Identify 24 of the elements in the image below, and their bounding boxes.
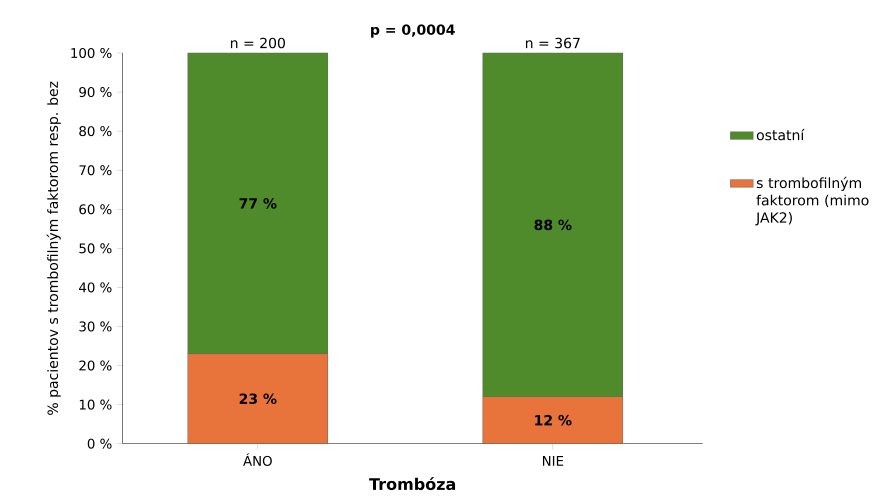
y-tick-label: 10 % <box>80 400 112 410</box>
data-label: 12 % <box>535 414 572 426</box>
y-tick-label: 20 % <box>79 360 112 371</box>
legend-label: ostatní <box>756 128 805 140</box>
legend-label: s trombofilným faktorom (mimo JAK2) <box>755 176 869 226</box>
y-tick-label: 70 % <box>79 165 112 176</box>
y-tick-label: 40 % <box>79 282 112 292</box>
data-label: 88 % <box>534 220 572 230</box>
y-tick-label: 50 % <box>79 243 112 254</box>
y-tick-label: 100 % <box>71 48 112 58</box>
y-tick-label: 30 % <box>79 321 112 332</box>
data-label: 23 % <box>240 393 277 404</box>
y-tick-label: 80 % <box>79 126 112 136</box>
y-tick-label: 90 % <box>79 87 112 98</box>
chart-title: p = 0,0004 <box>371 24 455 38</box>
data-label: 77 % <box>240 198 277 209</box>
x-tick-label: NIE <box>542 456 564 466</box>
y-axis-title: % pacientov s trombofilným faktorom resp. bez <box>46 82 61 415</box>
annotation: n = 200 <box>230 38 285 48</box>
x-tick-label: ÁNO <box>243 453 272 466</box>
annotation: n = 367 <box>526 38 580 48</box>
y-tick-label: 60 % <box>79 204 112 214</box>
x-axis-title: Trombóza <box>369 477 456 490</box>
y-tick-label: 0 % <box>88 438 112 449</box>
